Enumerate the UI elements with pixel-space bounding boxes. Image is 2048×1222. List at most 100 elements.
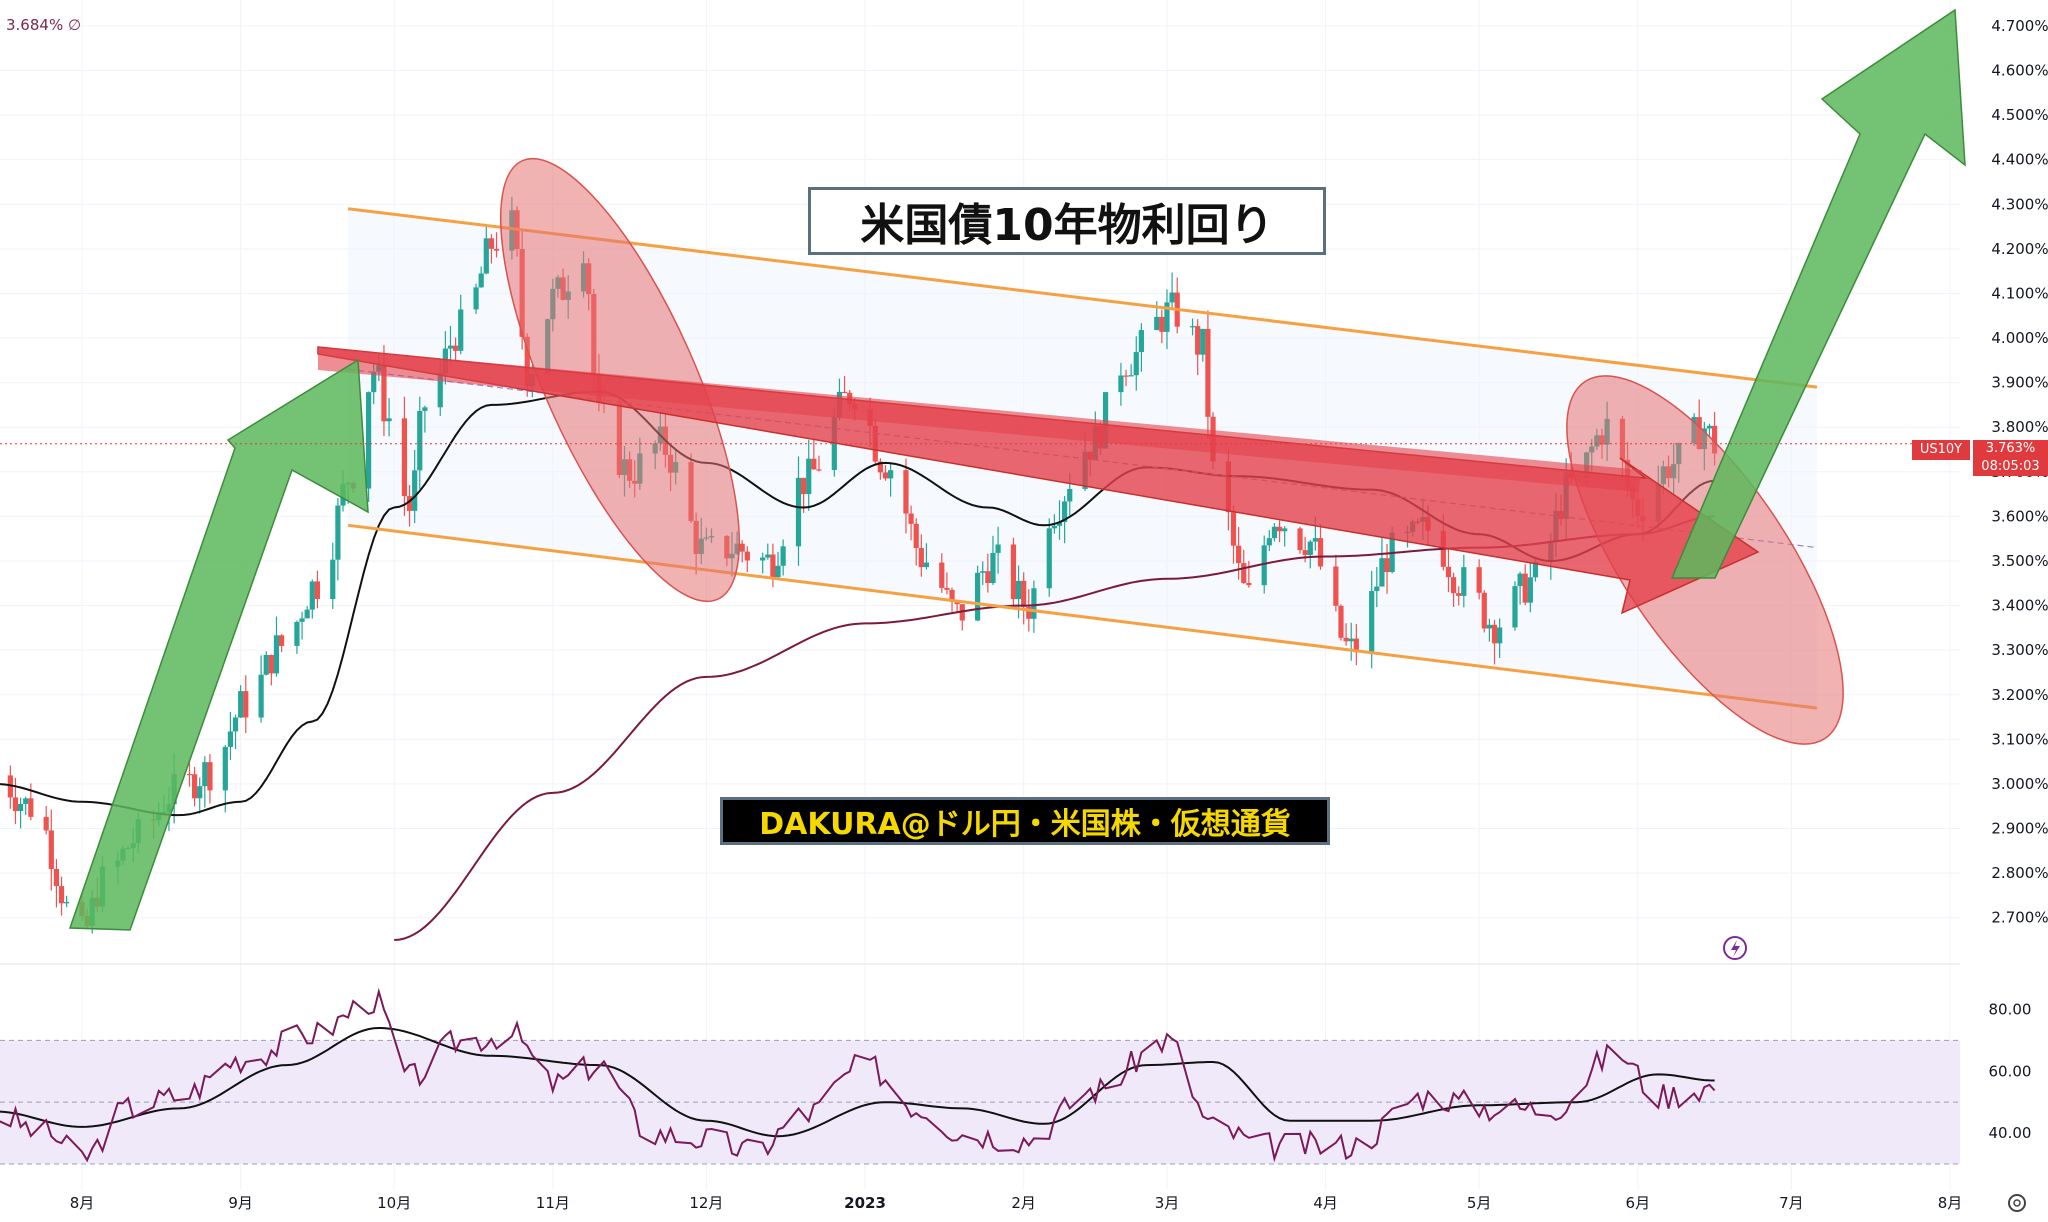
- candle-body: [1481, 592, 1487, 629]
- candle-body: [1276, 526, 1283, 532]
- candle-body: [1317, 538, 1324, 567]
- candle-body: [386, 418, 392, 422]
- candle-body: [1031, 588, 1037, 619]
- candle-body: [473, 287, 479, 310]
- candle-body: [1532, 561, 1539, 578]
- candle-body: [1312, 538, 1318, 542]
- price-tick-label: 3.400%: [1991, 597, 2048, 615]
- candle-body: [1491, 624, 1498, 644]
- candle-body: [1138, 330, 1144, 353]
- candle-body: [980, 571, 986, 573]
- candle-body: [760, 557, 766, 561]
- candle-body: [913, 523, 919, 549]
- candle-body: [1450, 577, 1457, 594]
- price-tick-label: 3.600%: [1991, 507, 2048, 525]
- candle-body: [780, 546, 786, 566]
- candle-body: [243, 691, 249, 718]
- candle-body: [841, 391, 848, 394]
- candle-body: [1711, 425, 1718, 454]
- candle-body: [406, 496, 413, 511]
- up-arrow-green-left: [68, 358, 369, 931]
- candle-body: [1123, 375, 1129, 377]
- candle-body: [1461, 567, 1467, 596]
- candle-body: [1476, 567, 1482, 593]
- price-tick-label: 3.500%: [1991, 552, 2048, 570]
- candle-body: [985, 571, 991, 584]
- candle-body: [1353, 638, 1359, 653]
- candle-body: [43, 816, 49, 831]
- candle-body: [258, 674, 264, 718]
- candle-body: [371, 371, 377, 393]
- candle-body: [222, 746, 228, 791]
- candle-body: [1379, 558, 1385, 587]
- candle-body: [1456, 593, 1462, 596]
- time-tick-label: 2023: [844, 1194, 886, 1212]
- settings-icon: [2008, 1194, 2026, 1212]
- price-tick-label: 2.700%: [1991, 909, 2048, 927]
- candle-body: [58, 886, 65, 904]
- candle-body: [304, 609, 310, 619]
- price-tick-label: 2.900%: [1991, 820, 2048, 838]
- candle-body: [903, 470, 909, 514]
- candle-body: [1497, 627, 1503, 644]
- price-tick-label: 4.500%: [1991, 106, 2048, 124]
- candle-body: [458, 309, 464, 351]
- candle-body: [918, 548, 924, 568]
- time-tick-label: 5月: [1467, 1194, 1492, 1212]
- settings-icon-hub: [2013, 1199, 2021, 1207]
- candle-body: [417, 410, 423, 471]
- candle-body: [1164, 302, 1170, 332]
- rsi-line: [0, 987, 1716, 1163]
- time-tick-label: 10月: [377, 1194, 411, 1212]
- candle-body: [1348, 638, 1354, 642]
- candle-body: [1527, 577, 1533, 603]
- time-tick-label: 6月: [1626, 1194, 1651, 1212]
- candle-body: [28, 798, 34, 817]
- candle-body: [23, 798, 29, 804]
- candle-body: [1021, 580, 1027, 607]
- candle-body: [816, 469, 822, 471]
- price-tick-label: 3.200%: [1991, 686, 2048, 704]
- candle-body: [263, 654, 269, 675]
- candle-body: [64, 901, 70, 904]
- bar-countdown: 08:05:03: [1981, 459, 2040, 474]
- candle-body: [908, 513, 914, 524]
- price-tick-label: 3.100%: [1991, 730, 2048, 748]
- rsi-tick-label: 40.00: [1989, 1124, 2032, 1142]
- candle-body: [1159, 316, 1165, 332]
- rsi-tick-label: 80.00: [1989, 1000, 2032, 1018]
- time-tick-label: 4月: [1313, 1194, 1338, 1212]
- candle-body: [990, 552, 996, 584]
- time-tick-label: 3月: [1155, 1194, 1180, 1212]
- candle-body: [1189, 326, 1196, 328]
- candle-body: [1338, 605, 1344, 638]
- last-price: 3.763%: [1985, 441, 2036, 456]
- candle-body: [1517, 573, 1523, 587]
- candle-body: [1333, 566, 1339, 606]
- price-tick-label: 4.200%: [1991, 240, 2048, 258]
- candle-body: [1062, 501, 1068, 523]
- candle-body: [483, 238, 489, 274]
- candle-body: [1384, 558, 1390, 573]
- candle-body: [811, 458, 817, 470]
- candle-body: [314, 581, 321, 599]
- lightning-icon: [1723, 936, 1747, 960]
- price-tick-label: 3.000%: [1991, 775, 2048, 793]
- candle-body: [1046, 528, 1052, 589]
- candle-body: [493, 248, 500, 251]
- settings-icon-ring: [2008, 1194, 2026, 1212]
- candle-body: [1015, 580, 1022, 600]
- candle-body: [7, 775, 13, 798]
- candle-body: [1512, 586, 1518, 628]
- candle-body: [478, 273, 484, 288]
- price-tick-label: 4.100%: [1991, 284, 2048, 302]
- candle-body: [294, 621, 300, 646]
- candle-body: [770, 554, 776, 578]
- candle-body: [1271, 526, 1278, 539]
- candle-body: [1133, 352, 1139, 376]
- candle-body: [1154, 316, 1160, 331]
- candle-body: [1118, 375, 1124, 393]
- candle-body: [238, 691, 244, 718]
- candle-body: [954, 601, 960, 605]
